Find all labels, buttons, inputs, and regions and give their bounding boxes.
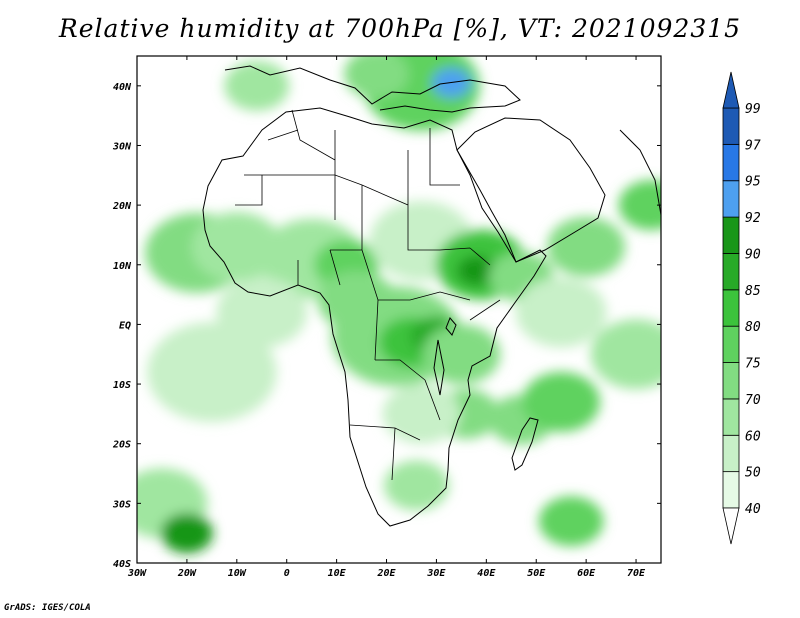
humidity-blob-24 — [618, 180, 661, 231]
colorbar-label-95: 95 — [745, 175, 761, 190]
colorbar-label-92: 92 — [745, 211, 761, 226]
colorbar-segment-6 — [722, 253, 740, 291]
colorbar-label-40: 40 — [745, 502, 761, 517]
humidity-blob-21 — [547, 216, 626, 277]
humidity-blob-25 — [146, 322, 277, 423]
lat-tick-label-2: 20N — [112, 201, 132, 212]
europe-coastline — [224, 65, 521, 113]
colorbar-segment-2 — [722, 398, 740, 436]
colorbar-bottom-arrow — [722, 507, 740, 545]
lat-tick-label-6: 20S — [112, 440, 131, 451]
colorbar-top-arrow — [722, 71, 740, 109]
colorbar-label-85: 85 — [745, 284, 761, 299]
humidity-blob-16 — [422, 324, 501, 385]
colorbar-label-70: 70 — [745, 393, 761, 408]
coastlines — [202, 65, 661, 527]
arabia-coastline — [456, 117, 606, 263]
india-coastline — [619, 129, 661, 216]
colorbar-label-60: 60 — [745, 429, 761, 444]
colorbar: 40 50 60 70 75 80 85 90 92 95 97 99 — [722, 71, 761, 545]
colorbar-segment-7 — [722, 216, 740, 254]
humidity-blob-22 — [590, 319, 661, 390]
colorbar-segment-9 — [722, 143, 740, 182]
colorbar-segment-1 — [722, 434, 740, 473]
africa-coastline — [202, 107, 547, 527]
colorbar-segment-0 — [722, 471, 740, 509]
colorbar-label-99: 99 — [745, 102, 761, 117]
colorbar-segment-10 — [722, 107, 740, 145]
humidity-blob-30 — [515, 277, 607, 348]
grads-credit: GrADS: IGES/COLA — [4, 603, 91, 613]
humidity-blob-19 — [382, 383, 461, 444]
colorbar-label-90: 90 — [745, 247, 761, 262]
lat-tick-label-1: 30N — [112, 141, 132, 152]
lat-tick-label-4: EQ — [119, 320, 131, 331]
country-borders — [235, 109, 501, 481]
colorbar-segment-4 — [722, 325, 740, 363]
lon-tick-label-0: 30W — [127, 568, 147, 579]
longitude-ticks: 30W 20W 10W 0 10E 20E 30E 40E 50E 60E 70E — [127, 56, 646, 579]
lon-tick-label-2: 10W — [228, 568, 247, 579]
humidity-blob-3 — [224, 60, 290, 111]
lon-tick-label-8: 50E — [527, 568, 546, 579]
lon-tick-label-9: 60E — [577, 568, 596, 579]
humidity-blob-2 — [344, 56, 409, 99]
colorbar-segment-3 — [722, 362, 740, 400]
humidity-blob-20 — [384, 460, 449, 511]
lon-tick-label-7: 40E — [477, 568, 496, 579]
humidity-blob-23 — [522, 372, 601, 432]
map-frame — [136, 55, 662, 564]
colorbar-label-80: 80 — [745, 320, 761, 335]
colorbar-segment-8 — [722, 180, 740, 218]
lon-tick-label-4: 10E — [328, 568, 347, 579]
humidity-blob-5 — [191, 211, 283, 282]
lat-tick-label-5: 10S — [113, 380, 131, 391]
colorbar-segment-5 — [722, 289, 740, 327]
lon-tick-label-1: 20W — [177, 568, 197, 579]
madagascar-coastline — [511, 417, 539, 471]
great-lakes — [433, 317, 457, 396]
humidity-blob-29 — [216, 277, 308, 348]
lon-tick-label-5: 20E — [376, 568, 396, 579]
colorbar-label-97: 97 — [745, 138, 761, 153]
lat-tick-label-0: 40N — [113, 82, 132, 93]
colorbar-label-50: 50 — [745, 466, 761, 481]
colorbar-label-75: 75 — [745, 357, 761, 372]
lat-tick-label-7: 30S — [112, 499, 131, 510]
lon-tick-label-3: 0 — [284, 568, 290, 579]
latitude-ticks: 40N 30N 20N 10N EQ 10S 20S 30S 40S — [112, 82, 661, 570]
lat-tick-label-3: 10N — [113, 261, 132, 272]
map-title: Relative humidity at 700hPa [%], VT: 202… — [58, 14, 742, 43]
lon-tick-label-10: 70E — [627, 568, 646, 579]
lat-tick-label-8: 40S — [113, 559, 131, 570]
humidity-field — [137, 56, 661, 554]
lon-tick-label-6: 30E — [426, 568, 446, 579]
humidity-blob-28 — [538, 496, 604, 547]
humidity-blob-27 — [160, 513, 213, 554]
humidity-blob-11 — [456, 255, 496, 286]
